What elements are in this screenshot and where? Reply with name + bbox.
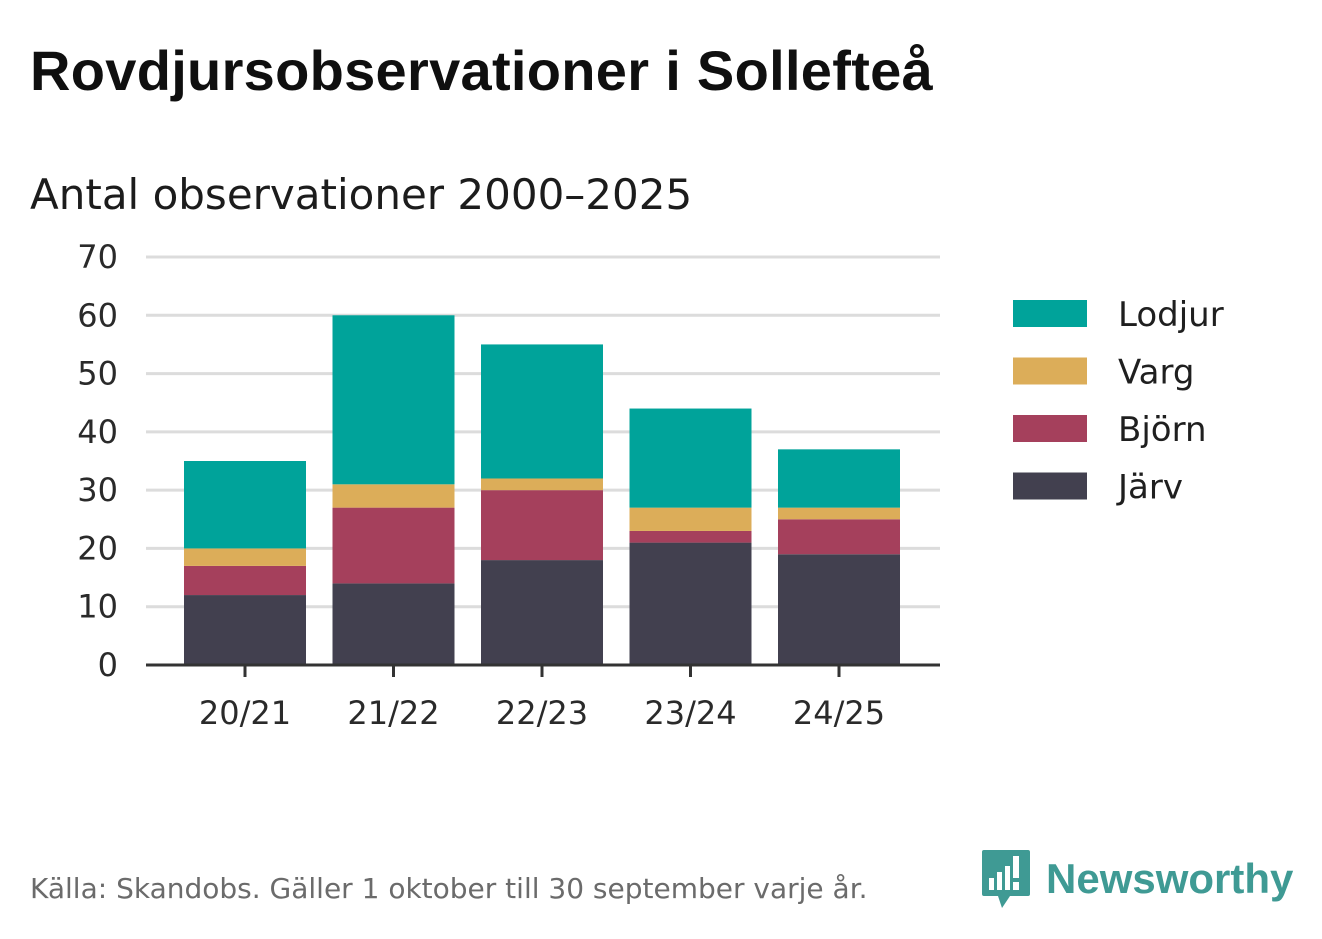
chart-title: Rovdjursobservationer i Sollefteå [30,39,934,102]
bar-lodjur-23-24 [629,408,752,508]
legend-swatch [1013,300,1087,327]
x-tick-label: 22/23 [496,694,588,732]
chart-subtitle: Antal observationer 2000–2025 [30,170,693,219]
legend-label: Varg [1118,353,1194,393]
bar-lodjur-24-25 [778,449,900,508]
newsworthy-brand[interactable]: Newsworthy [980,848,1293,910]
legend-label: Järv [1116,468,1183,508]
y-tick-label: 50 [77,355,118,393]
bar-bjorn-21-22 [332,507,455,584]
y-tick-label: 40 [77,413,118,451]
bar-lodjur-20-21 [184,461,306,549]
bar-bjorn-22-23 [481,490,603,561]
legend-label: Lodjur [1118,295,1224,335]
y-axis-ticks: 0 10 20 30 40 50 60 70 [77,238,118,684]
legend-item-varg: Varg [1013,353,1194,393]
y-tick-label: 0 [98,646,118,684]
legend-item-lodjur: Lodjur [1013,295,1224,335]
legend-item-bjorn: Björn [1013,410,1207,450]
bar-jarv-20-21 [184,595,306,665]
newsworthy-bar-chart-icon [982,850,1030,908]
bar-varg-24-25 [778,507,900,520]
x-tick-label: 24/25 [793,694,885,732]
bar-jarv-22-23 [481,560,603,665]
x-tick-label: 21/22 [347,694,439,732]
x-tick-label: 20/21 [199,694,291,732]
x-tick-label: 23/24 [644,694,736,732]
x-axis: 20/21 21/22 22/23 23/24 24/25 [146,663,940,732]
legend-label: Björn [1118,410,1207,450]
bar-varg-22-23 [481,478,603,491]
bar-lodjur-22-23 [481,344,603,479]
y-tick-label: 10 [77,588,118,626]
legend-swatch [1013,357,1087,385]
bar-bjorn-20-21 [184,565,306,596]
source-note: Källa: Skandobs. Gäller 1 oktober till 3… [30,872,868,905]
legend-swatch [1013,415,1087,442]
bar-jarv-23-24 [629,542,752,665]
y-tick-label: 60 [77,296,118,334]
y-tick-label: 30 [77,471,118,509]
bar-lodjur-21-22 [332,315,455,485]
legend: Lodjur Varg Björn Järv [1013,295,1224,508]
bar-jarv-24-25 [778,554,900,665]
legend-item-jarv: Järv [1013,468,1183,508]
y-tick-label: 20 [77,529,118,567]
legend-swatch [1013,472,1087,500]
bar-bjorn-24-25 [778,519,900,555]
bar-bjorn-23-24 [629,530,752,543]
y-tick-label: 70 [77,238,118,276]
bar-varg-23-24 [629,507,752,531]
brand-name: Newsworthy [1046,855,1294,902]
bar-jarv-21-22 [332,583,455,665]
bar-varg-20-21 [184,548,306,566]
bars [184,315,900,665]
bar-varg-21-22 [332,484,455,508]
